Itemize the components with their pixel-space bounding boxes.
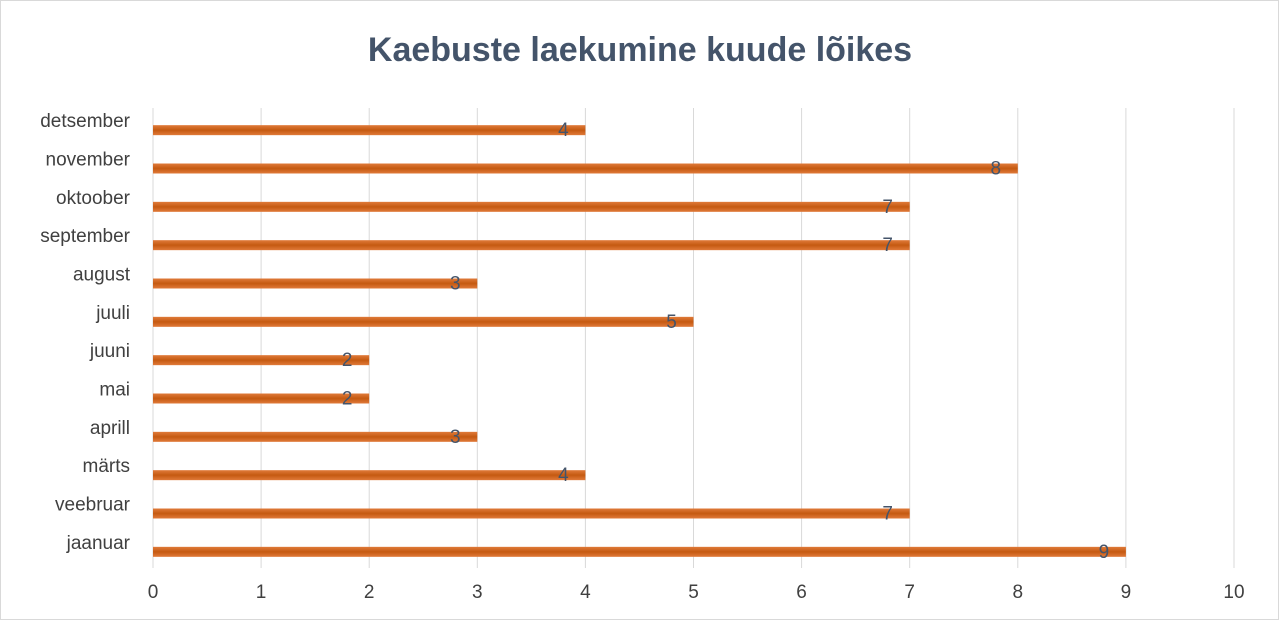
value-label: 9 (1099, 542, 1110, 563)
bar (153, 278, 478, 289)
bar (153, 431, 478, 442)
bar (153, 508, 910, 519)
x-tick-label: 7 (904, 582, 915, 603)
value-label: 5 (666, 312, 677, 333)
x-tick-label: 8 (1013, 582, 1024, 603)
y-tick-label: september (40, 226, 130, 247)
y-tick-label: juuni (89, 341, 130, 362)
value-label: 8 (991, 159, 1002, 180)
y-tick-label: detsember (40, 111, 130, 132)
y-tick-label: juuli (95, 303, 130, 324)
x-tick-label: 10 (1223, 582, 1244, 603)
y-tick-label: mai (99, 380, 130, 401)
x-tick-label: 9 (1121, 582, 1132, 603)
y-tick-label: oktoober (56, 188, 131, 209)
y-tick-label: veebruar (55, 495, 131, 516)
bar (153, 201, 910, 212)
bar (153, 470, 586, 481)
x-tick-label: 3 (472, 582, 483, 603)
y-tick-label: aprill (90, 418, 130, 439)
y-tick-label: november (46, 150, 131, 171)
x-tick-label: 0 (148, 582, 159, 603)
value-label: 7 (882, 235, 893, 256)
value-label: 4 (558, 465, 569, 486)
bar (153, 125, 586, 136)
y-tick-label: jaanuar (66, 533, 131, 554)
value-label: 2 (342, 389, 353, 410)
x-tick-label: 2 (364, 582, 375, 603)
x-tick-label: 1 (256, 582, 267, 603)
value-label: 7 (882, 197, 893, 218)
bar (153, 163, 1018, 174)
value-label: 3 (450, 274, 461, 295)
bar (153, 355, 370, 366)
x-tick-label: 6 (796, 582, 807, 603)
bar (153, 240, 910, 251)
y-tick-label: august (73, 265, 131, 286)
bar (153, 546, 1126, 557)
x-tick-label: 4 (580, 582, 591, 603)
y-tick-label: märts (83, 456, 131, 477)
x-tick-label: 5 (688, 582, 699, 603)
chart-title: Kaebuste laekumine kuude lõikes (368, 31, 912, 69)
value-label: 2 (342, 350, 353, 371)
bar (153, 393, 370, 404)
bar (153, 316, 694, 327)
value-label: 7 (882, 504, 893, 525)
value-label: 3 (450, 427, 461, 448)
value-label: 4 (558, 120, 569, 141)
